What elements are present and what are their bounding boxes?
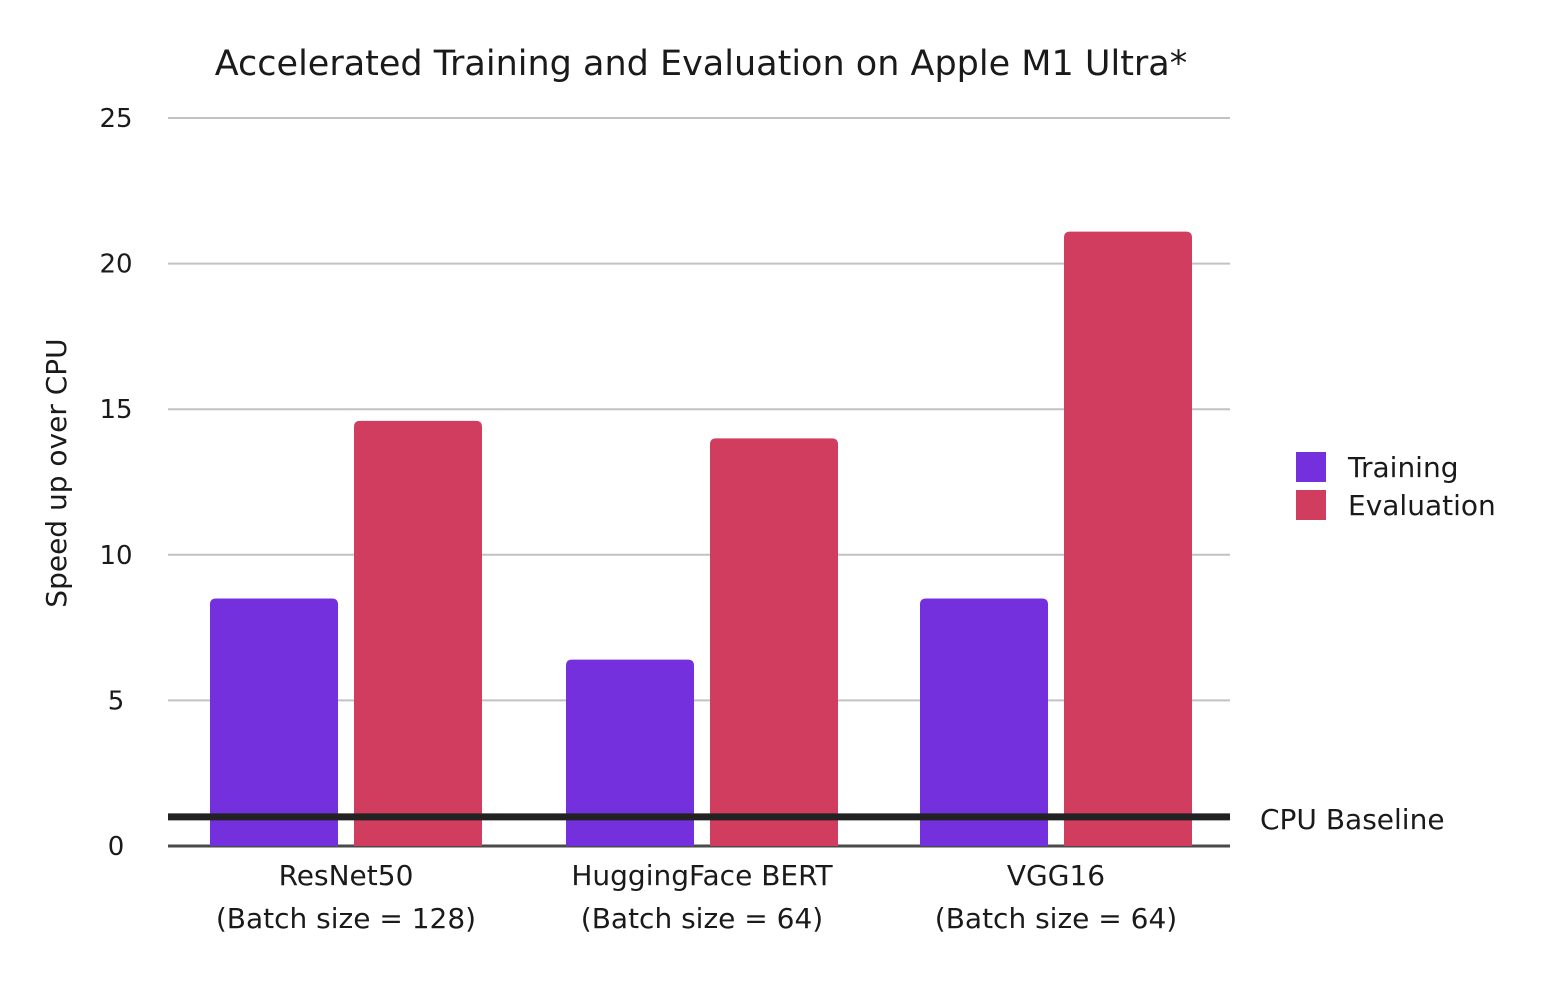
legend-swatch-training xyxy=(1296,452,1326,482)
x-tick-sublabel: (Batch size = 64) xyxy=(935,902,1177,935)
bar-training-0 xyxy=(210,598,338,846)
legend-swatch-evaluation xyxy=(1296,490,1326,520)
y-axis-label: Speed up over CPU xyxy=(40,338,73,607)
x-tick-sublabel: (Batch size = 64) xyxy=(581,902,823,935)
x-tick-label: HuggingFace BERT xyxy=(571,859,833,892)
y-tick-label: 10 xyxy=(99,541,132,571)
y-tick-label: 5 xyxy=(108,686,125,716)
legend: Training Evaluation xyxy=(1296,451,1496,522)
y-tick-label: 20 xyxy=(99,250,132,280)
legend-label-evaluation: Evaluation xyxy=(1348,489,1496,522)
bar-evaluation-0 xyxy=(354,420,482,846)
legend-label-training: Training xyxy=(1347,451,1458,484)
chart-title: Accelerated Training and Evaluation on A… xyxy=(215,44,1188,84)
x-tick-labels: ResNet50 (Batch size = 128) HuggingFace BE… xyxy=(216,859,1177,935)
gridlines xyxy=(168,117,1230,848)
cpu-baseline-label: CPU Baseline xyxy=(1260,803,1445,836)
x-tick-sublabel: (Batch size = 128) xyxy=(216,902,476,935)
x-tick-label: VGG16 xyxy=(1007,859,1105,892)
x-tick-label: ResNet50 xyxy=(279,859,414,892)
bar-training-1 xyxy=(566,659,694,846)
y-tick-label: 25 xyxy=(99,104,132,134)
bar-evaluation-1 xyxy=(710,438,838,846)
bars xyxy=(210,231,1192,846)
y-tick-label: 15 xyxy=(99,395,132,425)
baseline: CPU Baseline xyxy=(168,803,1445,836)
y-tick-label: 0 xyxy=(108,832,125,862)
bar-training-2 xyxy=(920,598,1048,846)
y-tick-labels: 0 5 10 15 20 25 xyxy=(99,104,132,862)
bar-evaluation-2 xyxy=(1064,231,1192,846)
